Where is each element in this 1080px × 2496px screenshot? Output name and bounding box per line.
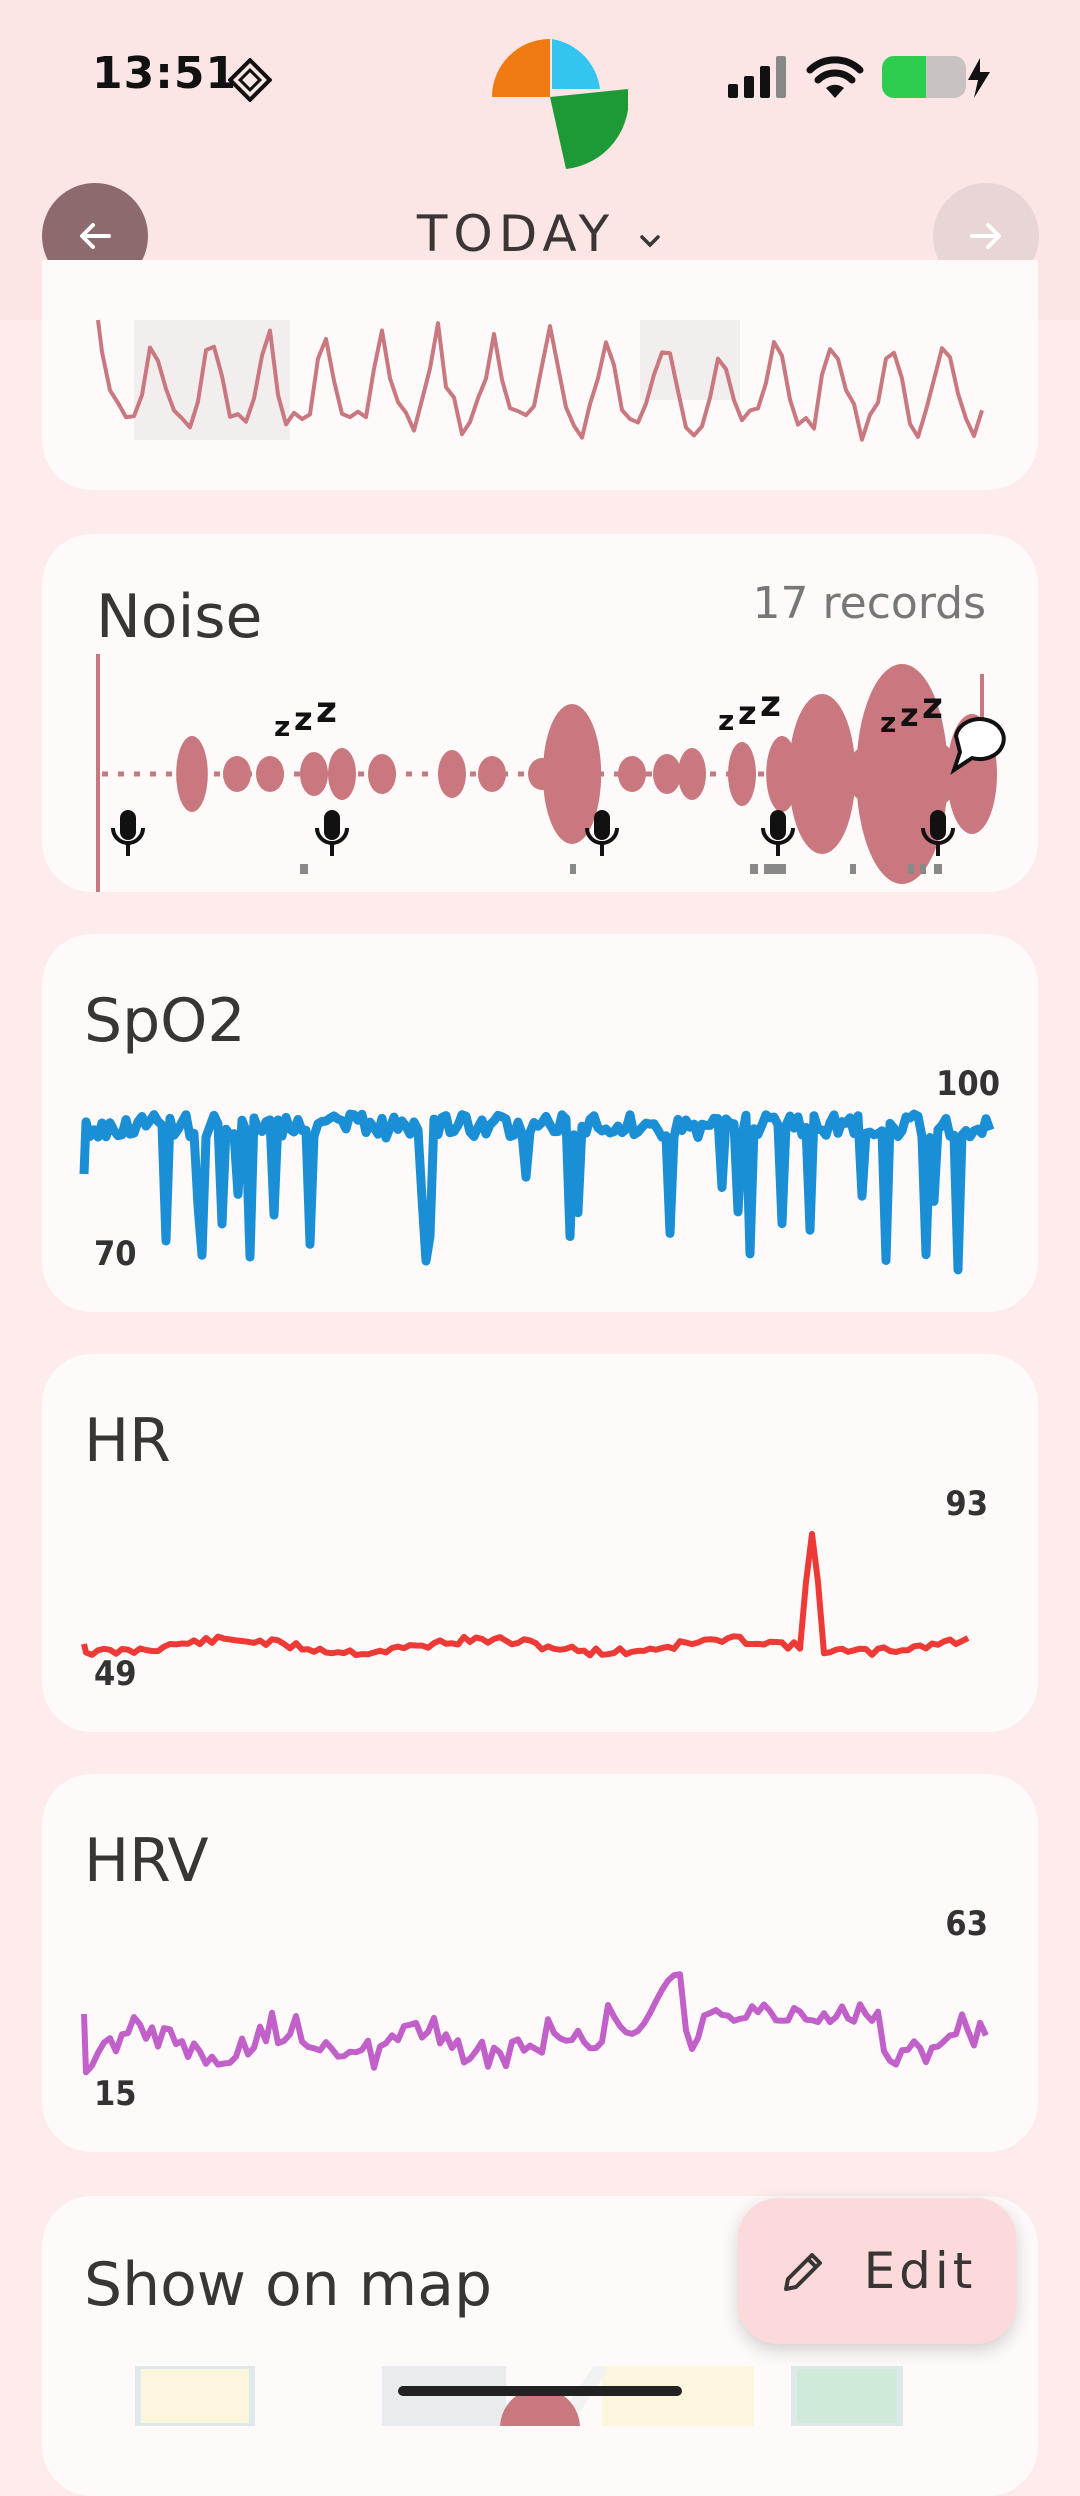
wifi-icon xyxy=(806,56,864,98)
hr-min-label: 49 xyxy=(94,1654,137,1694)
home-indicator xyxy=(398,2386,682,2396)
hr-max-label: 93 xyxy=(945,1484,988,1524)
battery-charging-icon xyxy=(882,56,990,98)
hrv-min-label: 15 xyxy=(94,2074,137,2114)
arrow-right-icon xyxy=(970,223,1001,249)
spo2-max-label: 100 xyxy=(936,1064,1000,1104)
date-title-label: TODAY xyxy=(416,205,616,263)
hr-title: HR xyxy=(84,1406,171,1476)
noise-title: Noise xyxy=(96,582,263,652)
map-pin-icon xyxy=(500,2388,580,2426)
nfc-icon xyxy=(228,58,272,102)
svg-text:z: z xyxy=(718,704,734,737)
hr-chart xyxy=(81,1531,970,1659)
svg-text:z: z xyxy=(900,696,919,734)
svg-text:z: z xyxy=(760,684,781,725)
microphone-icon xyxy=(315,810,349,856)
arrow-left-icon xyxy=(80,223,111,249)
spo2-min-label: 70 xyxy=(94,1234,137,1274)
hrv-card[interactable]: HRV 63 15 xyxy=(42,1774,1038,2152)
svg-text:z: z xyxy=(294,700,313,738)
svg-text:z: z xyxy=(880,706,896,739)
status-time: 13:51 xyxy=(92,48,238,99)
noise-records-count: 17 records xyxy=(752,578,986,629)
svg-text:z: z xyxy=(738,694,757,732)
top-waveform-chart xyxy=(96,319,984,442)
svg-text:z: z xyxy=(922,686,943,727)
hr-card[interactable]: HR 93 49 xyxy=(42,1354,1038,1732)
microphone-icon xyxy=(761,810,795,856)
spo2-chart xyxy=(79,1109,995,1275)
map-preview[interactable] xyxy=(42,2366,1038,2426)
hrv-title: HRV xyxy=(84,1826,209,1896)
app-logo xyxy=(492,39,628,169)
microphone-icon xyxy=(111,810,145,856)
hrv-chart xyxy=(81,1971,989,2076)
spo2-card[interactable]: SpO2 100 70 xyxy=(42,934,1038,1312)
microphone-icon xyxy=(921,810,955,856)
edit-button[interactable]: Edit xyxy=(738,2198,1016,2344)
svg-text:z: z xyxy=(316,690,337,731)
svg-text:z: z xyxy=(274,710,290,743)
spo2-title: SpO2 xyxy=(84,986,246,1056)
pencil-icon xyxy=(783,2253,822,2291)
status-bar: 13:51 xyxy=(0,0,1080,160)
hrv-max-label: 63 xyxy=(945,1904,988,1944)
signal-icon xyxy=(728,56,786,98)
date-selector[interactable]: TODAY xyxy=(380,205,700,263)
top-waveform-card xyxy=(42,260,1038,490)
speech-bubble-icon xyxy=(950,717,1006,775)
edit-button-label: Edit xyxy=(863,2242,977,2300)
microphone-icon xyxy=(585,810,619,856)
chevron-down-icon xyxy=(640,235,660,248)
map-title: Show on map xyxy=(84,2250,493,2320)
